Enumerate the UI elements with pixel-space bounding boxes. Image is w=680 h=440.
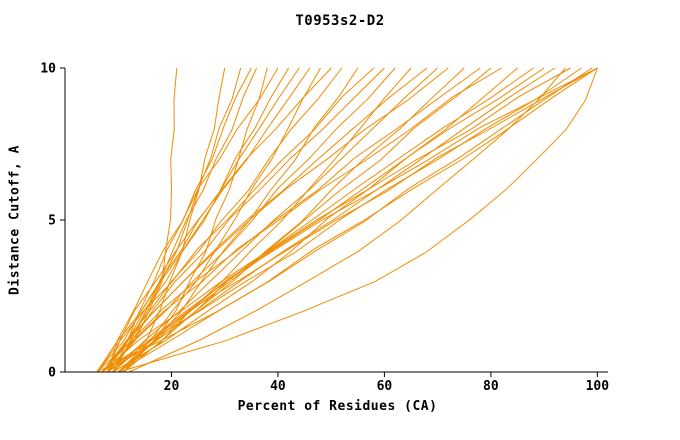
x-tick-label: 80 <box>483 379 499 394</box>
series-line <box>96 67 375 373</box>
x-tick-label: 20 <box>164 379 180 394</box>
series-line <box>96 67 481 373</box>
series-line <box>128 67 566 373</box>
series-line <box>117 67 545 373</box>
series-line <box>117 67 593 373</box>
series-line <box>101 67 290 373</box>
series-line <box>107 67 449 373</box>
y-tick-label: 10 <box>40 62 56 77</box>
series-line <box>107 67 396 373</box>
x-tick-label: 100 <box>586 379 610 394</box>
series-line <box>107 67 502 373</box>
series-line <box>96 67 311 373</box>
series-line <box>96 67 598 373</box>
series-line <box>117 67 412 373</box>
series-line <box>107 67 178 373</box>
series-line <box>118 67 598 373</box>
y-tick-label: 0 <box>48 366 56 381</box>
y-tick-label: 5 <box>48 214 56 229</box>
series-line <box>112 67 438 373</box>
series-line <box>117 67 321 373</box>
series-line <box>107 67 279 373</box>
series-line <box>123 67 465 373</box>
series-line <box>101 67 534 373</box>
series-line <box>107 67 332 373</box>
x-axis-label: Percent of Residues (CA) <box>237 399 438 414</box>
x-tick-label: 60 <box>377 379 393 394</box>
x-tick-label: 40 <box>270 379 286 394</box>
series-line <box>112 67 252 373</box>
series-line <box>123 67 598 373</box>
series-line <box>102 67 582 373</box>
series-line <box>101 67 343 373</box>
chart-title: T0953s2-D2 <box>295 13 385 29</box>
series-line <box>112 67 571 373</box>
series-line <box>107 67 556 373</box>
